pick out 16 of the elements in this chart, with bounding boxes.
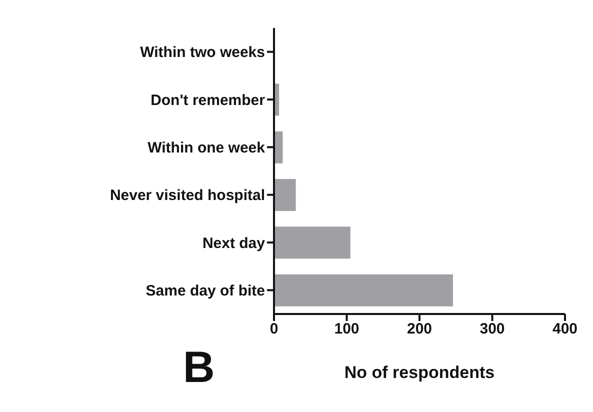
bar (274, 179, 296, 211)
y-tick-label: Next day (202, 234, 266, 252)
y-tick-label: Never visited hospital (110, 187, 265, 204)
x-tick-label: 400 (552, 320, 578, 338)
text: B (183, 343, 215, 392)
bar (274, 226, 350, 259)
x-tick-label: 200 (406, 320, 432, 338)
x-tick-label: 300 (480, 320, 505, 338)
x-axis-title: No of respondents (344, 363, 495, 382)
y-tick-label: Within one week (148, 139, 266, 156)
x-tick-label: 0 (270, 320, 278, 338)
x-tick-label: 100 (334, 320, 360, 338)
y-tick-label: Same day of bite (146, 282, 265, 300)
y-tick-label: Within two weeks (140, 44, 265, 62)
y-tick-label: Don't remember (150, 92, 266, 109)
bar (274, 274, 453, 306)
